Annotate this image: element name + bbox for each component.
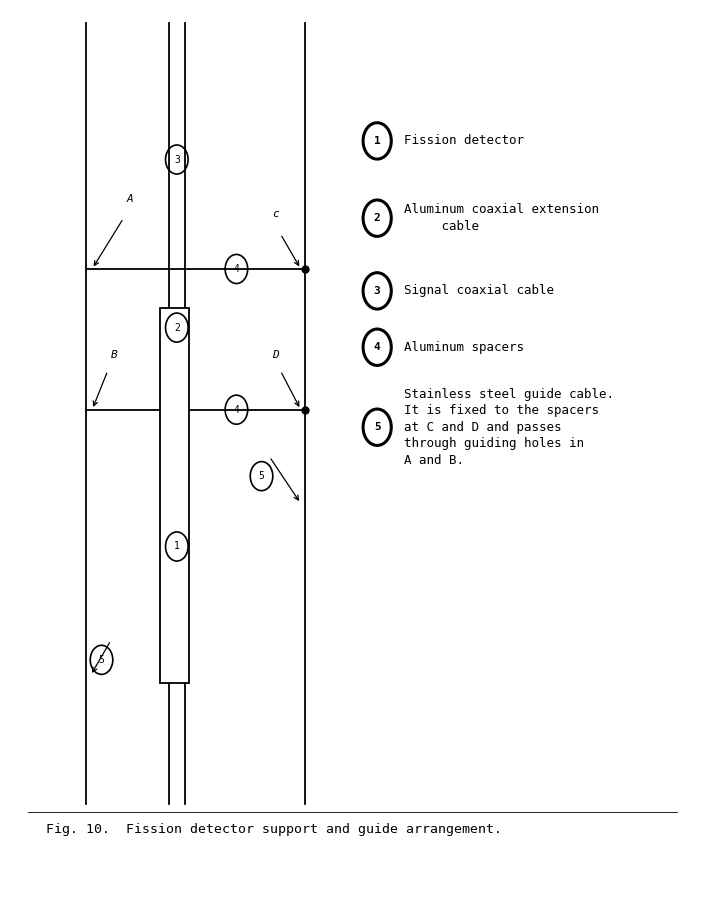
Text: 4: 4	[374, 342, 381, 353]
Text: 5: 5	[374, 422, 381, 433]
Text: 1: 1	[374, 135, 381, 146]
Text: D: D	[272, 350, 279, 360]
Text: Fig. 10.  Fission detector support and guide arrangement.: Fig. 10. Fission detector support and gu…	[46, 823, 502, 835]
Text: 4: 4	[233, 264, 240, 274]
Text: 5: 5	[259, 471, 264, 481]
Text: Aluminum spacers: Aluminum spacers	[404, 341, 524, 354]
Text: 4: 4	[233, 405, 240, 415]
Text: 5: 5	[99, 654, 104, 664]
Text: 2: 2	[374, 213, 381, 224]
Text: Stainless steel guide cable.
It is fixed to the spacers
at C and D and passes
th: Stainless steel guide cable. It is fixed…	[404, 388, 614, 466]
Text: 3: 3	[374, 285, 381, 296]
Text: A: A	[126, 194, 133, 204]
Text: 2: 2	[174, 323, 180, 333]
Text: Fission detector: Fission detector	[404, 135, 524, 147]
Text: c: c	[272, 209, 279, 219]
Text: 1: 1	[174, 542, 180, 552]
Text: Signal coaxial cable: Signal coaxial cable	[404, 285, 554, 297]
Text: Aluminum coaxial extension
     cable: Aluminum coaxial extension cable	[404, 204, 599, 233]
Text: B: B	[111, 350, 118, 360]
Bar	[159, 308, 190, 684]
Text: 3: 3	[174, 155, 180, 165]
